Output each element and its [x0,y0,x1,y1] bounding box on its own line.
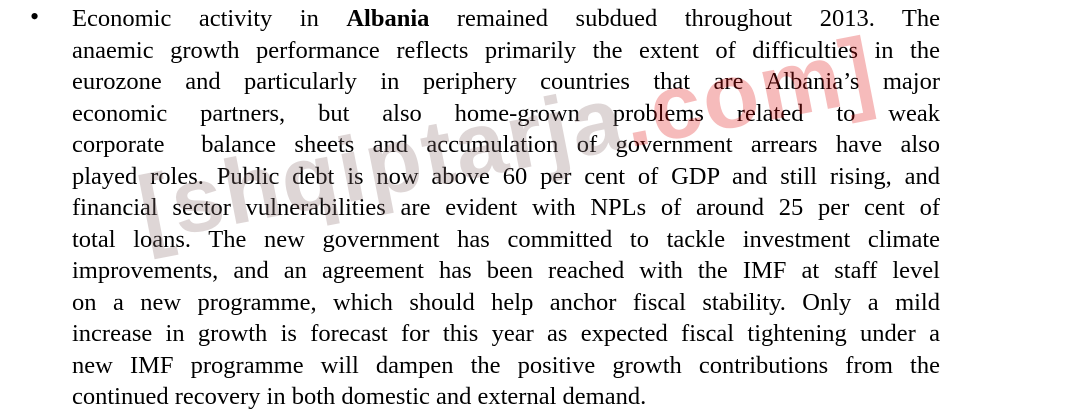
text-line: on a new programme, which should help an… [72,288,940,316]
paragraph: Economic activity in Albania remained su… [72,3,940,413]
text-line: new IMF programme will dampen the positi… [72,351,940,379]
bullet-marker: • [30,2,40,31]
text-span: remained subdued throughout 2013. The [429,5,940,32]
text-line: Economic activity in Albania remained su… [72,3,940,35]
text-line: played roles. Public debt is now above 6… [72,162,940,190]
text-span: Economic activity in [72,5,347,32]
text-line: financial sector vulnerabilities are evi… [72,194,940,221]
bold-text: Albania [346,5,430,32]
text-line: corporate balance sheets and accumulatio… [72,131,940,158]
text-line: economic partners, but also home-grown p… [72,99,940,127]
text-line: total loans. The new government has comm… [72,225,940,253]
text-line: eurozone and particularly in periphery c… [72,68,940,95]
text-line: continued recovery in both domestic and … [72,383,647,410]
text-line: improvements, and an agreement has been … [72,257,940,284]
text-line: anaemic growth performance reflects prim… [72,36,940,64]
text-line: increase in growth is forecast for this … [72,320,940,347]
